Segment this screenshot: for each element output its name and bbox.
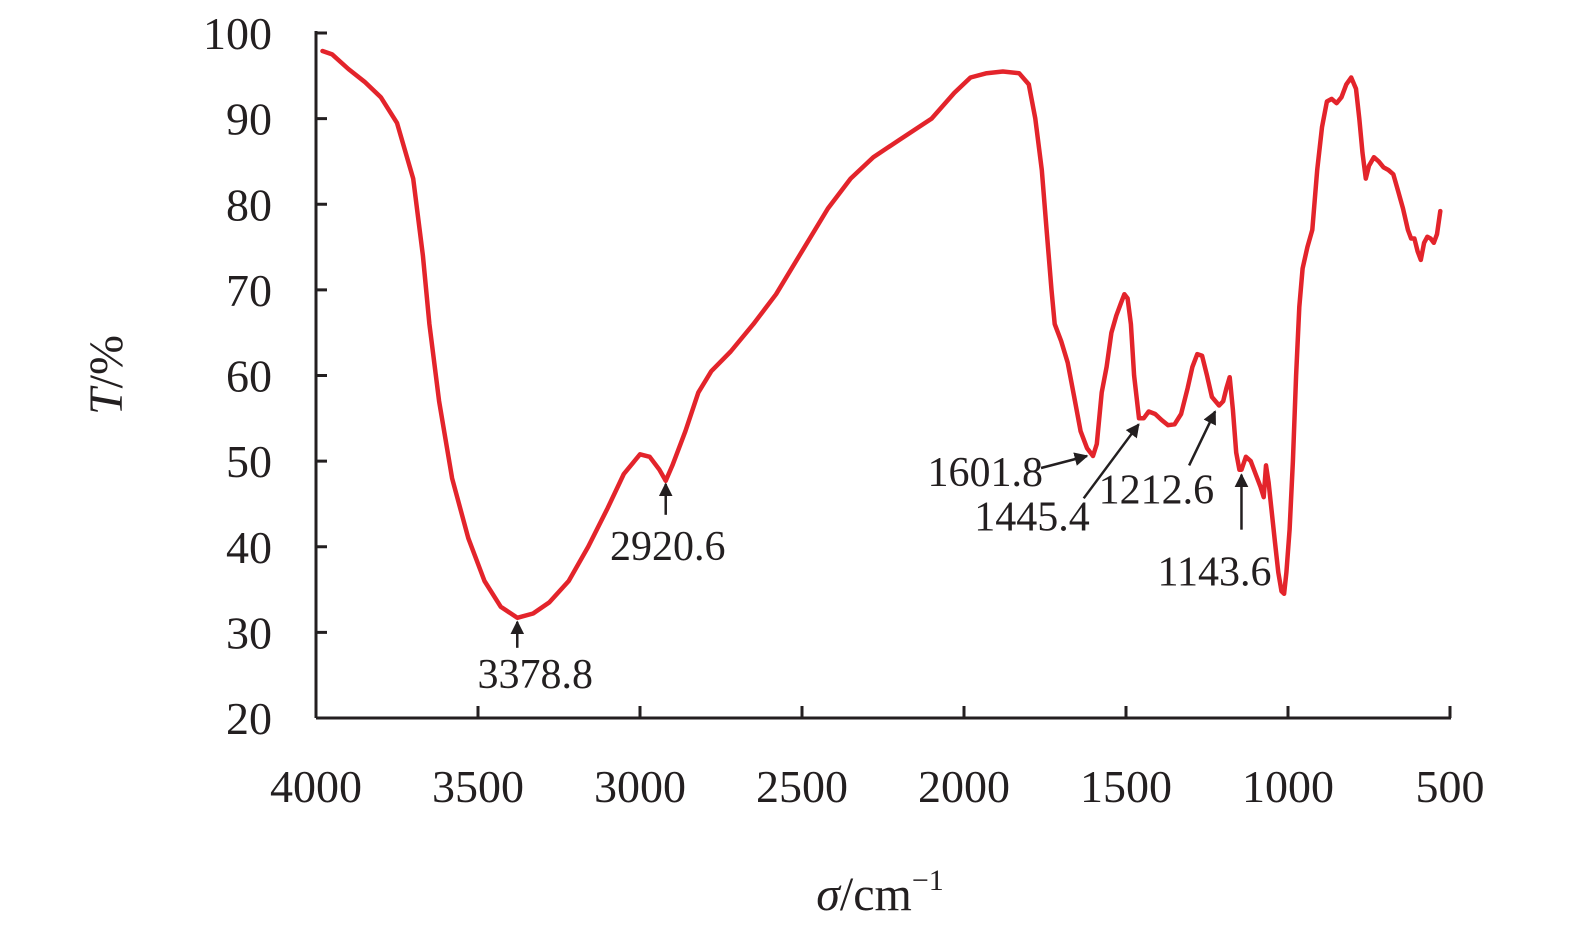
y-axis-unit: /% — [80, 335, 133, 388]
x-tick-label: 3500 — [432, 761, 524, 812]
y-tick-label: 30 — [226, 607, 272, 658]
x-axis-unit-exponent: −1 — [912, 864, 944, 897]
y-tick-label: 60 — [226, 351, 272, 402]
y-axis-title: T/% — [80, 335, 133, 415]
peak-label-1143.6: 1143.6 — [1158, 550, 1272, 596]
series-line-0 — [320, 48, 1443, 621]
y-tick-label: 100 — [203, 8, 272, 59]
x-axis-variable: σ — [816, 868, 842, 921]
peak-label-2920.6: 2920.6 — [610, 524, 726, 570]
peak-arrow-1445.4 — [1082, 423, 1140, 500]
series-group — [320, 48, 1443, 621]
y-tick-label: 50 — [226, 436, 272, 487]
peak-arrow-1212.6 — [1187, 410, 1217, 467]
y-axis-ticks: 20 30 40 50 60 70 80 90 100 — [203, 8, 327, 744]
x-tick-label: 1000 — [1242, 761, 1334, 812]
x-axis-ticks: 4000 3500 3000 2500 2000 1500 1000 500 — [270, 706, 1485, 812]
x-tick-label: 2500 — [756, 761, 848, 812]
peak-arrow-1601.8 — [1040, 452, 1089, 470]
peak-label-1212.6: 1212.6 — [1099, 467, 1215, 513]
x-axis-title: σ/cm−1 — [816, 864, 944, 921]
x-axis-unit: /cm — [840, 868, 912, 921]
y-axis-variable: T — [80, 385, 133, 415]
y-tick-label: 90 — [226, 94, 272, 145]
x-tick-label: 4000 — [270, 761, 362, 812]
x-tick-label: 3000 — [594, 761, 686, 812]
y-tick-label: 20 — [226, 693, 272, 744]
x-tick-label: 1500 — [1080, 761, 1172, 812]
y-tick-label: 80 — [226, 179, 272, 230]
x-tick-label: 500 — [1416, 761, 1485, 812]
peak-label-3378.8: 3378.8 — [478, 652, 594, 698]
peak-label-1601.8: 1601.8 — [928, 450, 1044, 496]
axes — [314, 31, 1451, 720]
y-tick-label: 40 — [226, 522, 272, 573]
peak-label-1445.4: 1445.4 — [974, 494, 1090, 540]
x-tick-label: 2000 — [918, 761, 1010, 812]
y-tick-label: 70 — [226, 265, 272, 316]
